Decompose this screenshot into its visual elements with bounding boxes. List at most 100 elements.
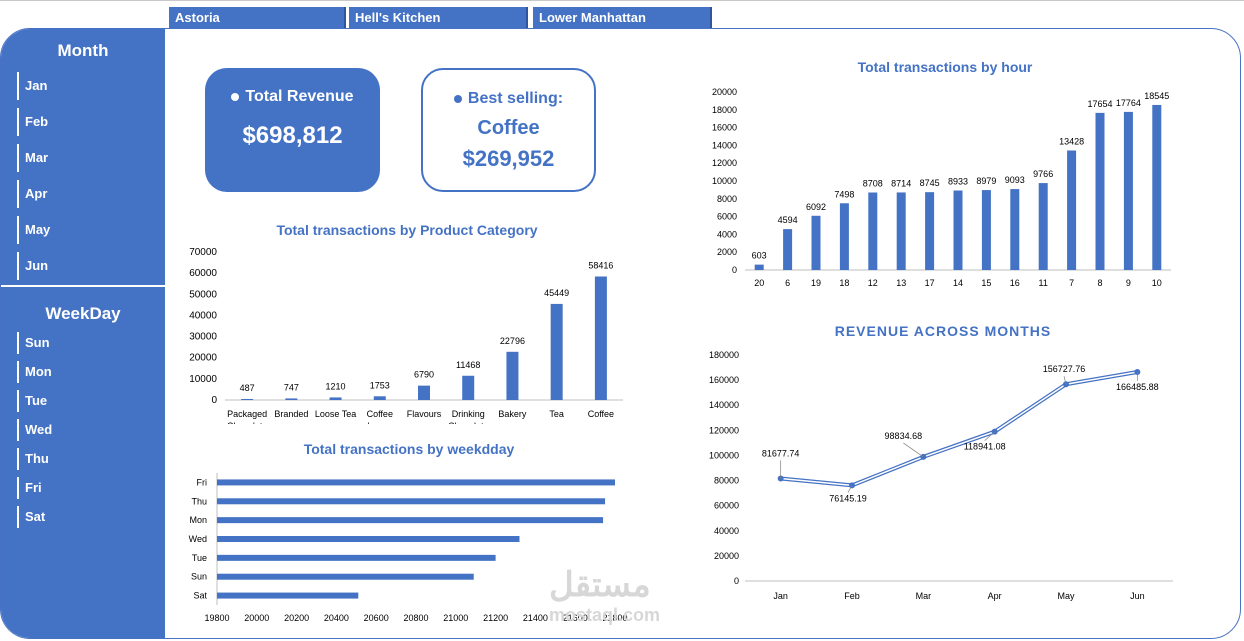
data-label: 603 [752,251,767,261]
x-tick-label: Apr [988,591,1002,601]
y-tick-label: Thu [191,496,207,506]
x-tick-label: Flavours [407,409,442,419]
x-tick-label: Chocolate [227,421,268,424]
y-tick-label: Mon [189,515,207,525]
weekday-item-thu[interactable]: Thu [17,448,147,470]
y-tick-label: 60000 [189,268,217,279]
data-label: 98834.68 [885,431,923,441]
month-item-apr[interactable]: Apr [17,180,147,208]
data-label: 8708 [863,178,883,188]
weekday-item-mon[interactable]: Mon [17,361,147,383]
best-selling-product: Coffee [477,117,540,139]
x-tick-label: Chocolate [448,421,489,424]
x-tick-label: 21200 [483,613,508,621]
data-label: 76145.19 [829,493,867,503]
y-tick-label: 20000 [189,353,217,364]
bar [462,375,475,400]
data-label: 11468 [456,360,480,370]
bullet-icon [231,92,240,101]
category-chart-title: Total transactions by Product Category [276,222,538,238]
y-tick-label: 0 [734,576,739,586]
data-label: 747 [284,382,299,392]
month-item-feb[interactable]: Feb [17,108,147,136]
location-tab-hells-kitchen[interactable]: Hell's Kitchen [349,7,528,28]
data-label: 9766 [1033,169,1053,179]
bar [285,398,298,400]
watermark-arabic: مستقل [549,566,651,604]
y-tick-label: 50000 [189,289,217,300]
bar [925,192,935,270]
x-tick-label: 8 [1097,278,1102,288]
bar [329,397,342,400]
weekday-item-sat[interactable]: Sat [17,506,147,528]
data-label: 22796 [500,336,525,346]
x-tick-label: Packaged [227,409,267,419]
y-tick-label: Fri [197,477,208,487]
y-tick-label: 40000 [189,310,217,321]
x-tick-label: May [1057,591,1075,601]
bar [754,264,764,270]
bar [217,498,606,505]
x-tick-label: Tea [549,409,564,419]
y-tick-label: 14000 [712,140,737,150]
weekday-item-wed[interactable]: Wed [17,419,147,441]
weekday-slicer-title: WeekDay [45,304,121,323]
weekday-item-tue[interactable]: Tue [17,390,147,412]
y-tick-label: 16000 [712,123,737,133]
month-item-jan[interactable]: Jan [17,72,147,100]
x-tick-label: 19800 [204,613,229,621]
y-tick-label: Sat [193,591,207,601]
x-tick-label: Feb [844,591,860,601]
y-tick-label: 2000 [717,247,737,257]
location-tab-astoria[interactable]: Astoria [169,7,346,28]
bar [953,190,963,270]
hour-chart-title: Total transactions by hour [857,59,1033,75]
x-tick-label: beans [368,421,393,424]
x-tick-label: 14 [953,278,963,288]
bar [839,203,849,270]
data-label: 6790 [414,370,434,380]
bar [783,229,793,270]
y-tick-label: Sun [191,572,207,582]
x-tick-label: Branded [274,409,308,419]
location-tab-lower-manhattan[interactable]: Lower Manhattan [533,7,712,28]
data-label: 9093 [1005,175,1025,185]
month-slicer-title: Month [57,41,109,60]
x-tick-label: 20600 [364,613,389,621]
weekday-item-sun[interactable]: Sun [17,332,147,354]
month-item-jun[interactable]: Jun [17,252,147,280]
data-label: 13428 [1059,136,1084,146]
y-tick-label: 0 [211,395,217,406]
x-tick-label: Jan [773,591,788,601]
data-label: 8714 [891,178,911,188]
y-tick-label: 60000 [714,501,739,511]
y-tick-label: 30000 [189,332,217,343]
best-selling-card: Best selling: Coffee $269,952 [421,68,596,192]
bar [506,351,519,400]
revenue-chart-title: REVENUE ACROSS MONTHS [834,323,1052,339]
leader-line [1063,376,1067,385]
x-tick-label: Loose Tea [315,409,356,419]
month-item-mar[interactable]: Mar [17,144,147,172]
month-item-may[interactable]: May [17,216,147,244]
data-label: 166485.88 [1116,382,1159,392]
data-label: 1753 [370,380,390,390]
x-tick-label: 18 [839,278,849,288]
bar [217,479,615,486]
weekday-item-fri[interactable]: Fri [17,477,147,499]
bar [373,396,386,400]
data-label: 45449 [544,288,569,298]
weekday-chart: Fri Thu Mon Wed Tue Sun Sat 19800 20000 20200 2040… [189,473,628,621]
bar [418,385,430,400]
leader-line [903,442,924,458]
x-tick-label: 20 [754,278,764,288]
best-selling-label: Best selling: [467,90,564,107]
data-label: 17764 [1116,98,1141,108]
bar [896,192,906,270]
y-tick-label: 80000 [714,476,739,486]
data-label: 487 [240,383,255,393]
y-tick-label: 70000 [189,247,217,258]
data-point [1134,368,1141,375]
bullet-icon [453,94,462,103]
category-chart: 0 10000 20000 30000 40000 50000 60000 70000 487 P… [189,247,623,424]
